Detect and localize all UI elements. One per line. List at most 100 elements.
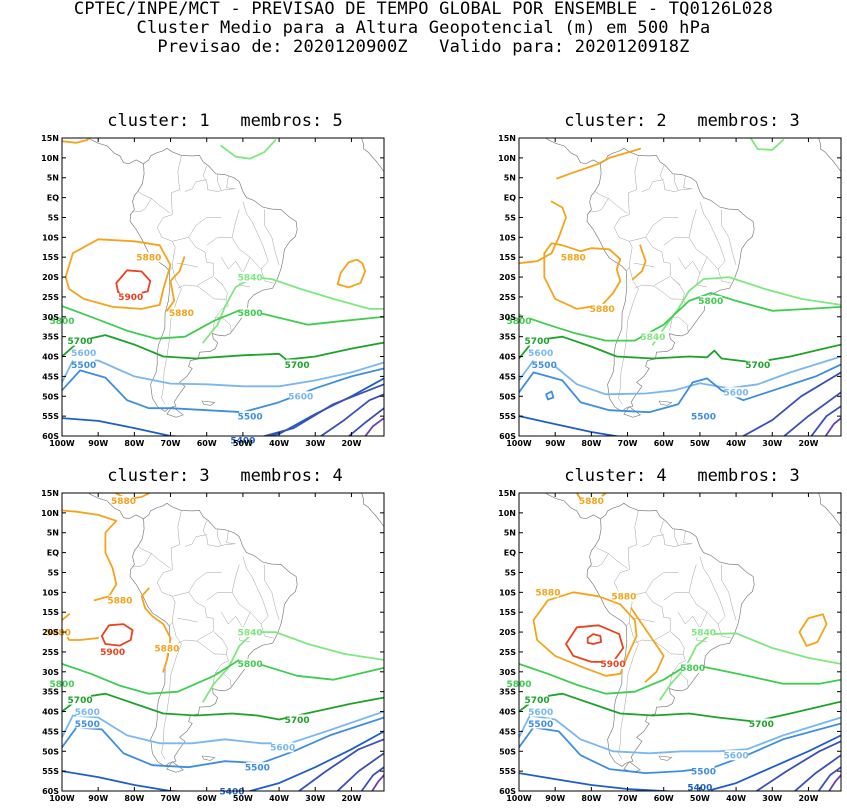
contour-low [360, 766, 384, 791]
contour-5880 [519, 200, 567, 265]
country-border [217, 543, 234, 547]
lon-tick-label: 20W [798, 794, 818, 803]
lat-tick-label: 20S [499, 628, 516, 637]
panel-3-title: cluster: 3 membros: 4 [107, 466, 343, 486]
lon-tick-label: 50W [233, 439, 253, 448]
contour-5880 [630, 607, 665, 683]
country-border [663, 592, 689, 601]
country-border [629, 592, 671, 642]
contour-label: 5800 [680, 664, 705, 674]
country-border [659, 520, 675, 547]
lat-tick-label: 10S [499, 588, 516, 597]
contour-low [319, 393, 384, 436]
country-border [177, 262, 198, 268]
country-border [213, 631, 224, 641]
contour-label: 5600 [270, 744, 295, 754]
country-border [613, 214, 633, 272]
contour-5500 [62, 716, 384, 769]
contour-label: 5500 [532, 361, 557, 371]
lat-tick-label: 55S [42, 767, 59, 776]
country-border [151, 198, 171, 214]
map-panel-2: 5880 5880 5840 5800 5800 5700 5700 5600 5600 5500… [481, 134, 845, 454]
map-frame [518, 492, 842, 792]
contour-label: 5500 [238, 412, 263, 422]
island-coastline [658, 755, 673, 761]
country-border [663, 237, 689, 246]
contour-label: 5600 [528, 708, 553, 718]
country-border [264, 209, 280, 266]
lon-tick-label: 100W [506, 439, 532, 448]
country-border [674, 173, 679, 191]
chart-title: CPTEC/INPE/MCT - PREVISAO DE TEMPO GLOBA… [73, 0, 774, 19]
country-border [674, 543, 691, 547]
lat-tick-label: 25S [499, 293, 516, 302]
lat-tick-label: 40S [499, 708, 516, 717]
contour-5880 [64, 238, 172, 310]
contour-5900 [565, 624, 625, 663]
country-border [226, 175, 236, 190]
lat-tick-label: 15S [42, 608, 59, 617]
contour-low [297, 738, 384, 791]
lon-tick-label: 20W [341, 794, 361, 803]
lon-tick-label: 60W [197, 794, 217, 803]
africa-coastline [818, 138, 841, 172]
lat-tick-label: 45S [499, 727, 516, 736]
country-border [213, 276, 224, 286]
contour-5500 [62, 367, 384, 414]
contour-5880 [798, 613, 828, 647]
contour-label: 5700 [68, 696, 93, 706]
lat-tick-label: 10S [42, 588, 59, 597]
central-america-coastline [87, 138, 144, 165]
country-border [151, 553, 171, 569]
country-border [231, 556, 269, 625]
country-border [670, 631, 681, 641]
country-border [177, 639, 198, 644]
lat-tick-label: 35S [499, 333, 516, 342]
lat-tick-label: 10N [498, 154, 516, 163]
island-coastline [201, 400, 216, 406]
country-border [645, 217, 679, 238]
lat-tick-label: 50S [499, 747, 516, 756]
lat-tick-label: 55S [499, 767, 516, 776]
contour-5800 [62, 305, 384, 340]
contour-5900 [115, 269, 152, 297]
contour-label: 5840 [238, 273, 263, 283]
contour-low [755, 740, 841, 791]
lat-tick-label: 5S [505, 568, 517, 577]
country-border [634, 639, 655, 644]
country-border [171, 510, 182, 570]
lon-tick-label: 30W [762, 439, 782, 448]
contour-5400 [62, 377, 384, 436]
country-border [215, 316, 232, 332]
panel-4-title: cluster: 4 membros: 3 [564, 466, 800, 486]
panel-2-title: cluster: 2 membros: 3 [564, 111, 800, 131]
country-border [645, 572, 679, 593]
central-america-coastline [87, 493, 144, 520]
contour-label: 5700 [285, 361, 310, 371]
country-border [721, 564, 737, 621]
contour-low [261, 383, 384, 436]
contour-5840 [652, 276, 841, 346]
lat-tick-label: 15S [42, 253, 59, 262]
country-border [202, 520, 218, 547]
contour-low [347, 407, 384, 436]
lat-tick-label: 20S [42, 628, 59, 637]
contour-label: 5500 [691, 412, 716, 422]
island-coastline [201, 755, 216, 761]
lat-tick-label: 5N [47, 174, 59, 183]
lon-tick-label: 30W [305, 794, 325, 803]
lat-tick-label: 10S [499, 233, 516, 242]
contour-low [817, 766, 841, 791]
country-border [674, 528, 679, 546]
panel-1-title: cluster: 1 membros: 5 [107, 111, 343, 131]
africa-coastline [361, 138, 384, 172]
contour-label: 5880 [46, 628, 71, 638]
country-border [628, 155, 639, 215]
lat-tick-label: 15S [499, 608, 516, 617]
lon-tick-label: 80W [124, 439, 144, 448]
country-border [133, 553, 152, 568]
contour-label: 5880 [154, 644, 179, 654]
africa-coastline [361, 493, 384, 527]
lat-tick-label: 60S [499, 432, 516, 441]
contour-label: 5880 [107, 597, 132, 607]
